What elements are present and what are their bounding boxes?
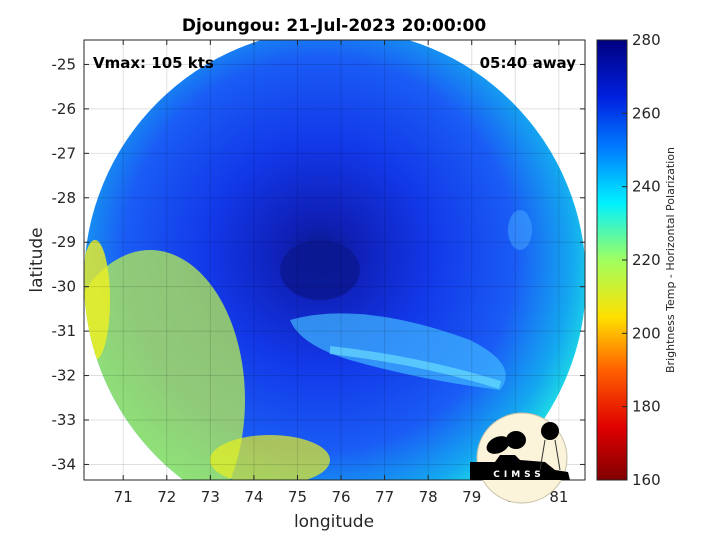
colorbar-tick-label: 160 bbox=[632, 471, 661, 489]
colorbar-tick-label: 200 bbox=[632, 324, 661, 342]
colorbar-tick-label: 220 bbox=[632, 251, 661, 269]
colorbar-tick-label: 180 bbox=[632, 398, 661, 416]
vmax-label: Vmax: 105 kts bbox=[93, 54, 214, 72]
x-tick-label: 74 bbox=[244, 488, 263, 506]
microwave-image bbox=[84, 40, 585, 480]
y-tick-label: -29 bbox=[52, 233, 77, 251]
x-tick-label: 79 bbox=[462, 488, 481, 506]
y-axis-label: latitude bbox=[27, 227, 47, 292]
time-away-label: 05:40 away bbox=[480, 54, 577, 72]
x-axis-label: longitude bbox=[294, 512, 374, 532]
y-tick-label: -33 bbox=[52, 411, 77, 429]
plot-title: Djoungou: 21-Jul-2023 20:00:00 bbox=[182, 16, 486, 36]
y-tick-label: -26 bbox=[52, 100, 77, 118]
x-tick-label: 72 bbox=[157, 488, 176, 506]
x-tick-label: 71 bbox=[114, 488, 133, 506]
cimss-logo: CIMSS bbox=[470, 412, 570, 504]
y-tick-label: -32 bbox=[52, 367, 77, 385]
x-tick-label: 76 bbox=[331, 488, 350, 506]
plot-frame bbox=[83, 39, 586, 481]
x-tick-label: 75 bbox=[288, 488, 307, 506]
y-tick-label: -27 bbox=[52, 144, 77, 162]
y-tick-label: -28 bbox=[52, 189, 77, 207]
x-tick-label: 81 bbox=[549, 488, 568, 506]
colorbar-label: Brightness Temp - Horizontal Polarizatio… bbox=[664, 147, 677, 373]
storm-eye bbox=[280, 240, 360, 300]
colorbar-tick-label: 260 bbox=[632, 104, 661, 122]
colorbar-tick-label: 240 bbox=[632, 178, 661, 196]
x-tick-label: 78 bbox=[419, 488, 438, 506]
x-tick-label: 73 bbox=[201, 488, 220, 506]
y-tick-label: -25 bbox=[52, 55, 77, 73]
y-tick-label: -31 bbox=[52, 322, 77, 340]
colorbar-tick-label: 280 bbox=[632, 31, 661, 49]
y-tick-label: -34 bbox=[52, 455, 77, 473]
y-tick-label: -30 bbox=[52, 278, 77, 296]
x-tick-label: 77 bbox=[375, 488, 394, 506]
svg-text:CIMSS: CIMSS bbox=[493, 470, 544, 480]
